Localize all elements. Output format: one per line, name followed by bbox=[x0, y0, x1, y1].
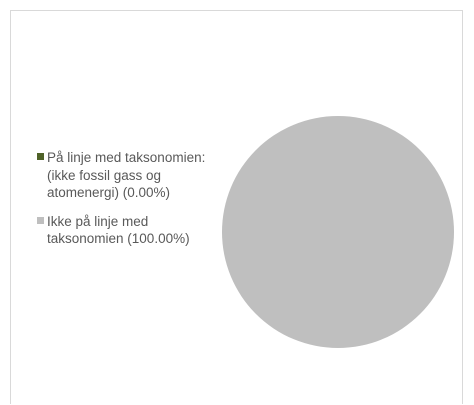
legend: På linje med taksonomien: (ikke fossil g… bbox=[37, 149, 207, 259]
legend-swatch-aligned bbox=[37, 153, 44, 160]
legend-swatch-not-aligned bbox=[37, 216, 44, 224]
legend-item-not-aligned: Ikke på linje med taksonomien (100.00%) bbox=[37, 213, 207, 248]
pie-slice-not-aligned bbox=[222, 116, 454, 348]
legend-label-aligned: På linje med taksonomien: (ikke fossil g… bbox=[47, 150, 206, 200]
legend-item-aligned: På linje med taksonomien: (ikke fossil g… bbox=[37, 149, 207, 202]
legend-label-not-aligned: Ikke på linje med taksonomien (100.00%) bbox=[47, 213, 190, 247]
